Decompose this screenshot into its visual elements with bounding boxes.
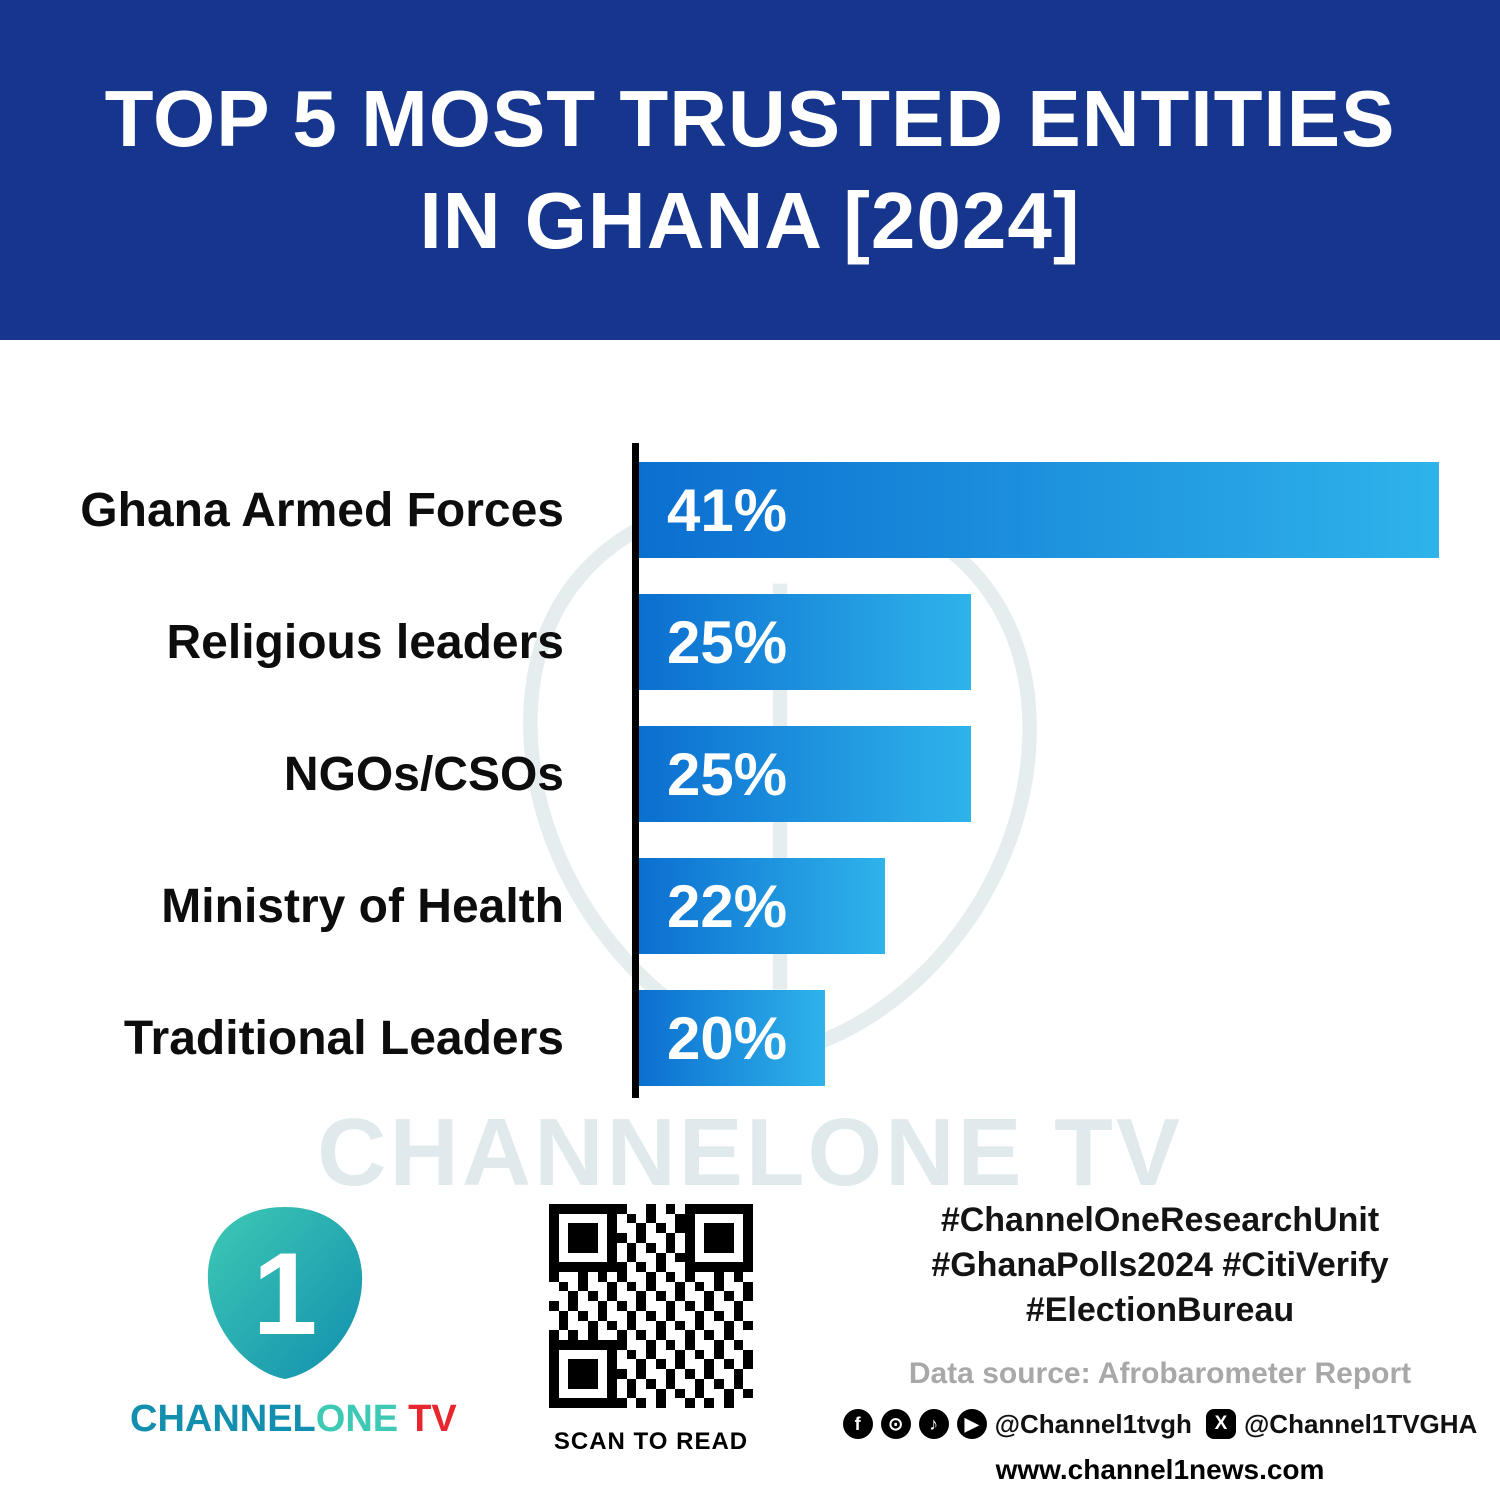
chart-row: Religious leaders 25%: [0, 594, 1500, 690]
chart-axis: [632, 443, 639, 1098]
title-line-1: TOP 5 MOST TRUSTED ENTITIES: [104, 73, 1396, 163]
category-label: Ghana Armed Forces: [80, 483, 564, 537]
header-banner: TOP 5 MOST TRUSTED ENTITIES IN GHANA [20…: [0, 0, 1500, 340]
category-label: Ministry of Health: [161, 879, 564, 933]
value-label: 41%: [667, 476, 788, 544]
bar: 41%: [639, 462, 1439, 558]
bar: 22%: [639, 858, 885, 954]
bar: 25%: [639, 594, 971, 690]
chart-row: Ghana Armed Forces 41%: [0, 462, 1500, 558]
facebook-icon: f: [842, 1409, 873, 1440]
chart-row: Traditional Leaders 20%: [0, 990, 1500, 1086]
category-label: Traditional Leaders: [123, 1011, 564, 1065]
bar: 20%: [639, 990, 825, 1086]
youtube-icon: ▶: [956, 1409, 987, 1440]
tiktok-icon: ♪: [918, 1409, 949, 1440]
logo-word-one: ONE: [315, 1398, 399, 1440]
value-label: 20%: [667, 1004, 788, 1072]
chart-row: Ministry of Health 22%: [0, 858, 1500, 954]
hashtag-line: #ElectionBureau: [1025, 1290, 1295, 1329]
chart-row: NGOs/CSOs 25%: [0, 726, 1500, 822]
channel-one-logo-mark: 1: [207, 1206, 363, 1380]
channel-one-logo: 1 CHANNELONE TV: [130, 1198, 457, 1441]
social-handle-meta: @Channel1tvgh: [994, 1408, 1192, 1439]
logo-wordmark: CHANNELONE TV: [130, 1398, 457, 1441]
x-icon: X: [1205, 1409, 1236, 1440]
value-label: 25%: [667, 608, 788, 676]
bar-chart: Ghana Armed Forces 41% Religious leaders 25…: [0, 462, 1500, 1122]
qr-caption: SCAN TO READ: [553, 1428, 749, 1455]
social-handle-x: @Channel1TVGHA: [1243, 1408, 1478, 1439]
footer-info: #ChannelOneResearchUnit #GhanaPolls2024 …: [842, 1198, 1477, 1486]
social-row: f ⊙ ♪ ▶ @Channel1tvgh X @Channel1TVGHA: [842, 1408, 1477, 1440]
title-line-2: IN GHANA [2024]: [419, 176, 1081, 265]
category-label: Religious leaders: [166, 615, 564, 669]
qr-code: [545, 1200, 757, 1412]
logo-word-channel: CHANNEL: [130, 1398, 316, 1440]
hashtag-line: #GhanaPolls2024 #CitiVerify: [931, 1245, 1389, 1284]
data-source: Data source: Afrobarometer Report: [908, 1356, 1412, 1390]
instagram-icon: ⊙: [880, 1409, 911, 1440]
page-title: TOP 5 MOST TRUSTED ENTITIES IN GHANA [20…: [105, 68, 1396, 273]
logo-number: 1: [253, 1229, 318, 1359]
category-label: NGOs/CSOs: [283, 747, 564, 801]
qr-block: SCAN TO READ: [543, 1200, 759, 1456]
website-url: www.channel1news.com: [995, 1453, 1325, 1485]
value-label: 22%: [667, 872, 788, 940]
value-label: 25%: [667, 740, 788, 808]
logo-word-tv: TV: [408, 1398, 457, 1440]
hashtags: #ChannelOneResearchUnit #GhanaPolls2024 …: [860, 1198, 1460, 1333]
bar: 25%: [639, 726, 971, 822]
hashtag-line: #ChannelOneResearchUnit: [940, 1201, 1380, 1239]
